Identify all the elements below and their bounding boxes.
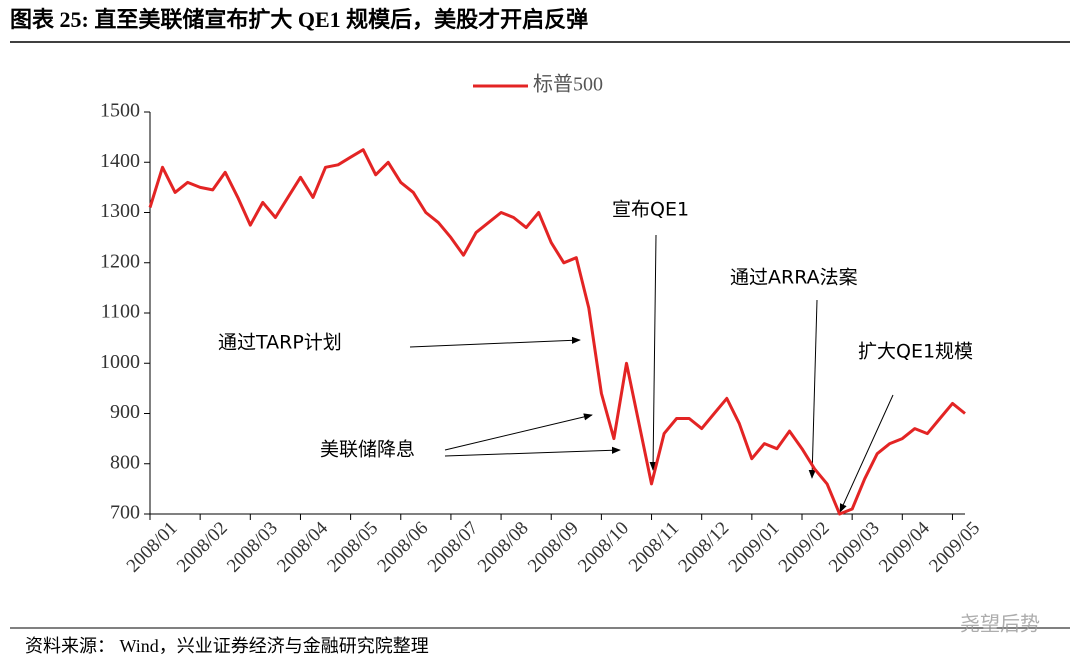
x-tick-label: 2009/03	[825, 518, 884, 577]
annotation: 扩大QE1规模	[858, 341, 973, 363]
x-tick-label: 2009/01	[725, 518, 784, 577]
y-tick-label: 1200	[100, 250, 140, 272]
x-tick-label: 2008/10	[574, 518, 633, 577]
arrow	[444, 446, 621, 457]
annotation: 通过ARRA法案	[730, 267, 858, 289]
y-tick-label: 1400	[100, 150, 140, 172]
y-tick-label: 800	[110, 451, 140, 473]
x-tick-label: 2009/05	[925, 518, 984, 577]
x-tick-label: 2008/11	[625, 518, 683, 576]
x-tick-label: 2008/02	[173, 518, 232, 577]
y-tick-label: 900	[110, 401, 140, 423]
y-tick-label: 1100	[101, 301, 140, 323]
arrow	[649, 234, 657, 471]
x-tick-label: 2009/04	[875, 517, 934, 576]
x-tick-label: 2008/12	[674, 518, 733, 577]
arrow	[409, 336, 581, 348]
y-tick-label: 1500	[100, 100, 140, 122]
x-tick-label: 2008/08	[474, 518, 533, 577]
watermark: 尧望后势	[960, 612, 1040, 636]
x-tick-label: 2009/02	[775, 518, 834, 577]
arrow	[839, 394, 894, 513]
x-tick-label: 2008/07	[424, 518, 483, 577]
x-tick-label: 2008/03	[223, 518, 282, 577]
arrow	[808, 299, 818, 479]
annotation: 美联储降息	[320, 439, 415, 461]
annotation: 通过TARP计划	[218, 332, 342, 354]
source: 资料来源： Wind，兴业证券经济与金融研究院整理	[25, 636, 429, 656]
x-tick-label: 2008/09	[524, 518, 583, 577]
x-tick-label: 2008/04	[273, 517, 332, 576]
legend-label: 标普500	[533, 73, 603, 96]
line	[148, 148, 966, 516]
arrow	[444, 413, 593, 451]
x-tick-label: 2008/01	[123, 518, 182, 577]
y-tick-label: 1000	[100, 351, 140, 373]
y-tick-label: 700	[110, 502, 140, 524]
annotation: 宣布QE1	[612, 199, 689, 221]
y-tick-label: 1300	[100, 200, 140, 222]
x-tick-label: 2008/05	[323, 518, 382, 577]
x-tick-label: 2008/06	[373, 518, 432, 577]
chart-title: 图表 25: 直至美联储宣布扩大 QE1 规模后，美股才开启反弹	[10, 7, 588, 32]
